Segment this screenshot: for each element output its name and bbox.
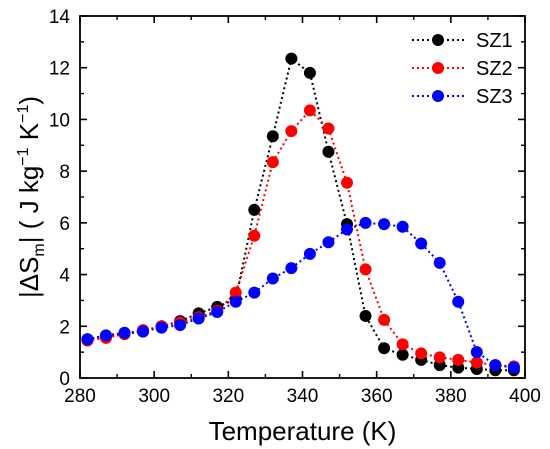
y-title-prefix: |ΔS [14, 257, 44, 298]
data-point-sz2 [341, 176, 353, 189]
data-point-sz3 [211, 306, 224, 319]
legend-marker-sz1 [432, 34, 444, 46]
data-point-sz1 [322, 145, 335, 158]
data-point-sz3 [489, 359, 502, 372]
y-tick-label: 10 [49, 110, 70, 131]
axes: 280 300 320 340 360 380 400 0 2 4 6 8 10 12 14 Temperat… [14, 7, 541, 446]
data-point-sz2 [303, 104, 316, 117]
data-point-sz3 [378, 218, 391, 231]
legend-marker-sz3 [432, 90, 444, 102]
y-axis-title: |ΔSm| ( J kg−1 K−1) [14, 96, 48, 298]
data-point-sz1 [378, 342, 391, 355]
data-point-sz3 [470, 346, 483, 359]
data-point-sz3 [229, 295, 242, 308]
y-title-end: ) [14, 96, 44, 105]
data-point-sz3 [81, 333, 94, 346]
plot-frame [79, 15, 526, 379]
data-point-sz2 [266, 156, 279, 169]
x-tick-label: 380 [435, 386, 467, 407]
y-title-middle: | ( J kg [14, 166, 44, 244]
y-tick-label: 6 [59, 214, 70, 235]
legend-label-sz3: SZ3 [476, 86, 513, 108]
legend-label-sz1: SZ1 [476, 30, 513, 52]
data-point-sz3 [192, 312, 205, 325]
data-point-sz1 [303, 66, 316, 79]
data-point-sz3 [415, 237, 428, 250]
data-point-sz2 [378, 313, 391, 326]
legend-label-sz2: SZ2 [476, 58, 513, 80]
x-tick-label: 300 [138, 386, 170, 407]
data-point-sz1 [266, 130, 279, 143]
data-point-sz3 [248, 286, 261, 299]
x-axis-title: Temperature (K) [209, 416, 397, 446]
data-point-sz3 [507, 361, 520, 374]
data-point-sz2 [359, 263, 372, 276]
x-tick-label: 340 [287, 386, 319, 407]
data-point-sz3 [266, 272, 279, 285]
y-title-superscript-1: −1 [15, 147, 32, 165]
x-tick-label: 320 [212, 386, 244, 407]
data-point-sz3 [359, 216, 372, 229]
data-point-sz3 [285, 262, 298, 275]
data-point-sz3 [99, 329, 112, 342]
plot-area [81, 52, 520, 377]
data-point-sz2 [433, 351, 446, 364]
data-point-sz3 [396, 220, 409, 233]
data-point-sz2 [285, 125, 298, 138]
data-point-sz2 [229, 286, 242, 299]
x-tick-label: 400 [509, 386, 541, 407]
data-point-sz1 [248, 203, 261, 216]
data-point-sz3 [322, 236, 335, 249]
data-point-sz3 [433, 256, 446, 269]
y-tick-label: 0 [59, 369, 70, 390]
y-title-subscript: m [31, 243, 48, 256]
data-point-sz2 [396, 338, 409, 351]
series-line-sz3 [87, 221, 515, 369]
data-point-sz2 [415, 347, 428, 360]
data-point-sz3 [118, 326, 131, 339]
y-title-middle-2: K [14, 122, 44, 147]
legend-marker-sz2 [432, 62, 444, 74]
y-tick-label: 4 [59, 266, 70, 287]
data-point-sz3 [303, 247, 316, 260]
data-point-sz3 [341, 223, 353, 236]
data-point-sz1 [285, 52, 298, 65]
data-point-sz1 [396, 348, 409, 361]
data-point-sz3 [155, 321, 168, 334]
series-line-sz2 [87, 108, 514, 368]
data-point-sz3 [452, 295, 465, 308]
series-line-sz1 [87, 56, 514, 372]
legend: SZ1 SZ2 SZ3 [412, 30, 513, 108]
y-tick-label: 8 [59, 162, 70, 183]
data-point-sz2 [470, 356, 483, 369]
y-title-superscript-2: −1 [15, 105, 32, 123]
data-point-sz3 [174, 318, 187, 331]
data-point-sz2 [248, 229, 261, 242]
data-point-sz1 [359, 309, 372, 322]
data-point-sz2 [452, 353, 465, 366]
x-tick-label: 280 [64, 386, 96, 407]
y-tick-label: 14 [49, 7, 71, 28]
y-tick-label: 12 [49, 59, 70, 80]
data-point-sz3 [137, 325, 150, 338]
x-tick-label: 360 [361, 386, 393, 407]
y-tick-label: 2 [59, 317, 70, 338]
data-point-sz2 [322, 122, 335, 135]
